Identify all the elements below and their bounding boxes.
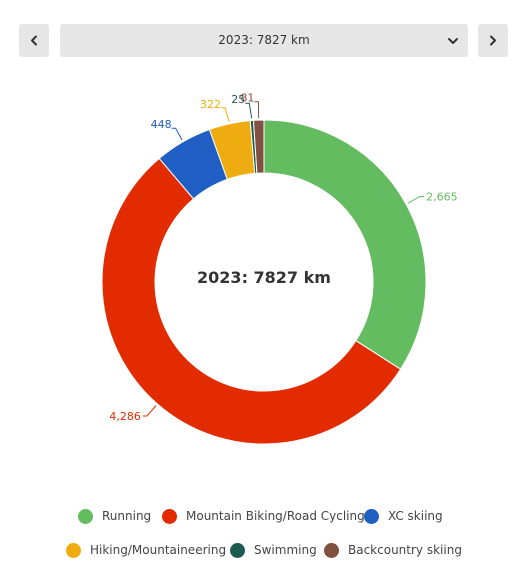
data-label-backcountry-skiing: 81 <box>240 92 254 105</box>
data-label-swimming: 25 <box>231 93 245 106</box>
leader-line-xc-skiing <box>171 127 183 141</box>
chevron-left-icon <box>31 35 37 46</box>
leader-line-hiking-mountaineering <box>221 107 230 122</box>
legend-marker <box>324 543 339 558</box>
legend-label: Running <box>102 509 152 523</box>
slice-running[interactable] <box>263 119 427 370</box>
leader-line-running <box>407 195 425 204</box>
legend-label: Backcountry skiing <box>348 543 462 557</box>
data-label-running: 2,665 <box>426 190 458 203</box>
year-select-value: 2023: 7827 km <box>218 33 310 47</box>
data-label-xc-skiing: 448 <box>151 118 172 131</box>
year-select[interactable]: 2023: 7827 km <box>60 24 468 57</box>
legend-label: Swimming <box>254 543 317 557</box>
chevron-down-icon <box>448 38 458 44</box>
legend-marker <box>78 509 93 524</box>
leader-line-mountain-biking-road-cycling <box>142 405 157 417</box>
data-label-hiking-mountaineering: 322 <box>200 98 221 111</box>
legend-marker <box>230 543 245 558</box>
legend-marker <box>66 543 81 558</box>
chevron-right-icon <box>490 35 496 46</box>
chart-center-title: 2023: 7827 km <box>197 268 331 287</box>
next-year-button[interactable] <box>478 24 508 57</box>
data-label-mountain-biking-road-cycling: 4,286 <box>109 410 141 423</box>
slice-mountain-biking-road-cycling[interactable] <box>101 157 402 445</box>
previous-year-button[interactable] <box>19 24 49 57</box>
leader-line-swimming <box>245 102 253 119</box>
legend-marker <box>162 509 177 524</box>
slice-backcountry-skiing[interactable] <box>252 119 265 174</box>
legend-label: XC skiing <box>388 509 443 523</box>
leader-line-backcountry-skiing <box>254 101 260 119</box>
legend-marker <box>364 509 379 524</box>
legend-label: Hiking/Mountaineering <box>90 543 227 557</box>
legend-label: Mountain Biking/Road Cycling <box>186 509 365 523</box>
